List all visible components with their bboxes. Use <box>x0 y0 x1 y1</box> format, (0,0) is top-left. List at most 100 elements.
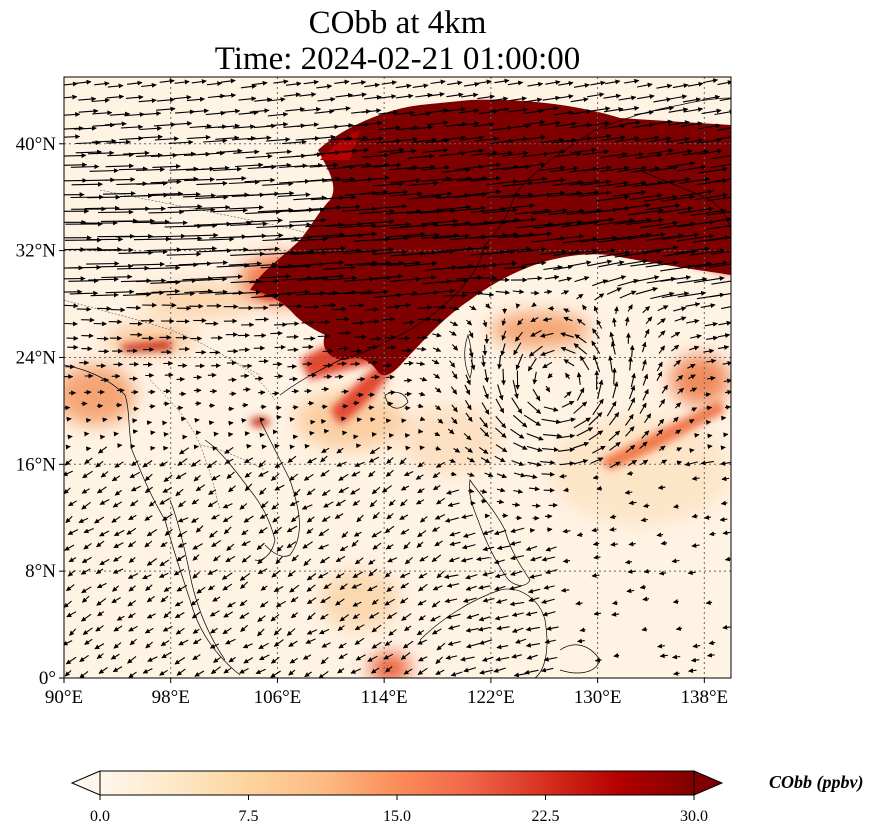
wind-vector <box>482 344 488 356</box>
wind-vector <box>441 175 473 182</box>
wind-vector <box>84 205 120 211</box>
wind-vector <box>313 273 345 279</box>
wind-vector <box>389 191 423 197</box>
wind-vector <box>689 345 700 351</box>
wind-vector <box>401 320 415 326</box>
wind-vector <box>533 221 572 229</box>
wind-vector <box>109 111 131 117</box>
wind-vector <box>608 355 613 372</box>
wind-vector <box>368 360 378 366</box>
wind-vector <box>302 344 314 350</box>
wind-vector <box>632 122 655 129</box>
wind-vector <box>182 193 217 199</box>
wind-vector <box>472 162 502 168</box>
wind-vector <box>328 289 357 295</box>
wind-vector <box>642 305 651 314</box>
wind-vector <box>481 232 519 239</box>
concentration-patch <box>550 415 730 525</box>
wind-vector <box>218 93 237 98</box>
wind-vector <box>266 137 291 143</box>
wind-vector <box>216 148 243 154</box>
wind-vector <box>68 278 99 284</box>
wind-vector <box>543 264 563 271</box>
wind-vector <box>477 94 495 100</box>
wind-vector <box>228 205 264 210</box>
wind-vector <box>334 79 350 85</box>
wind-vector <box>555 151 582 158</box>
wind-vector <box>189 123 212 129</box>
wind-vector <box>631 166 661 173</box>
wind-vector <box>258 207 294 213</box>
wind-vector <box>389 165 419 171</box>
wind-vector <box>723 378 731 384</box>
wind-vector <box>656 83 673 89</box>
wind-vector <box>285 321 300 327</box>
wind-vector <box>673 359 681 367</box>
wind-vector <box>323 428 330 434</box>
wind-vector <box>181 246 217 252</box>
wind-vector <box>373 162 402 168</box>
wind-vector <box>310 419 316 425</box>
wind-vector <box>342 403 349 409</box>
wind-vector <box>382 363 393 369</box>
wind-vector <box>592 279 608 287</box>
wind-vector <box>115 233 154 239</box>
wind-vector <box>708 263 731 268</box>
wind-vector <box>515 221 554 229</box>
wind-vector <box>628 356 633 371</box>
wind-vector <box>124 112 145 118</box>
wind-vector <box>378 94 397 100</box>
wind-vector <box>597 218 635 226</box>
wind-vector <box>85 446 92 452</box>
wind-vector <box>163 431 169 437</box>
wind-vector <box>523 120 546 126</box>
wind-vector <box>373 221 411 228</box>
wind-vector <box>600 165 630 172</box>
wind-vector <box>351 320 365 326</box>
wind-vector <box>468 330 474 339</box>
wind-vector <box>245 153 273 159</box>
wind-vector <box>98 247 134 253</box>
wind-vector <box>159 78 175 84</box>
wind-vector <box>456 175 488 182</box>
wind-vector <box>692 235 730 243</box>
wind-vector <box>430 79 446 85</box>
wind-vector <box>720 304 731 310</box>
wind-vector <box>710 163 731 169</box>
wind-vector <box>388 390 396 396</box>
wind-vector <box>500 343 506 356</box>
wind-vector <box>677 164 707 172</box>
wind-vector <box>99 434 106 440</box>
wind-vector <box>247 164 277 170</box>
wind-vector <box>150 445 156 451</box>
wind-vector <box>676 233 714 242</box>
wind-vector <box>132 418 138 424</box>
wind-vector <box>118 250 154 256</box>
wind-vector <box>316 84 333 89</box>
wind-vector <box>320 419 327 424</box>
wind-vector <box>304 443 310 449</box>
wind-vector <box>156 106 176 112</box>
wind-vector <box>303 79 319 85</box>
wind-vector <box>694 276 725 283</box>
wind-vector <box>701 108 722 115</box>
wind-vector <box>397 335 410 341</box>
wind-vector <box>632 275 660 283</box>
wind-vector <box>617 151 645 159</box>
wind-vector <box>486 150 514 157</box>
wind-vector <box>674 246 710 254</box>
wind-vector <box>679 138 704 145</box>
coastline-malay <box>169 499 226 661</box>
wind-vector <box>417 305 433 311</box>
wind-vector <box>573 343 588 355</box>
wind-vector <box>323 362 333 368</box>
wind-vector <box>606 287 622 295</box>
wind-vector <box>179 223 218 229</box>
wind-vector <box>603 93 622 99</box>
border <box>64 299 261 376</box>
wind-vector <box>558 80 574 86</box>
wind-vector <box>251 293 280 299</box>
wind-vector <box>401 348 413 354</box>
wind-vector <box>658 330 666 338</box>
concentration-patch <box>490 312 590 348</box>
